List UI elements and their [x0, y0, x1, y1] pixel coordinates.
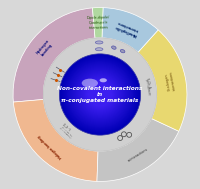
Circle shape — [73, 67, 127, 122]
Text: Dipole-dipole/
Quadrupole
interactions: Dipole-dipole/ Quadrupole interactions — [86, 16, 110, 30]
Circle shape — [75, 69, 125, 120]
Circle shape — [70, 64, 130, 125]
Circle shape — [72, 66, 128, 123]
Text: (X = I, Br, Cl)
(Y = Acceptor): (X = I, Br, Cl) (Y = Acceptor) — [59, 125, 73, 138]
Circle shape — [80, 75, 120, 114]
Text: Metallophilic
interactions: Metallophilic interactions — [114, 19, 140, 36]
Wedge shape — [13, 8, 95, 102]
Ellipse shape — [112, 46, 116, 49]
Ellipse shape — [82, 79, 98, 88]
Ellipse shape — [95, 41, 103, 44]
Text: Non-covalent interactions
in
π-conjugated materials: Non-covalent interactions in π-conjugate… — [57, 86, 143, 103]
Wedge shape — [97, 119, 179, 181]
Circle shape — [76, 71, 124, 118]
Wedge shape — [92, 8, 103, 38]
Text: Hydrogen
bonding: Hydrogen bonding — [36, 39, 54, 58]
Ellipse shape — [95, 48, 103, 51]
Wedge shape — [102, 8, 158, 52]
Circle shape — [65, 60, 135, 129]
Circle shape — [74, 68, 126, 121]
Circle shape — [67, 61, 133, 128]
Text: π-interactions: π-interactions — [127, 148, 149, 163]
Circle shape — [86, 80, 114, 109]
Circle shape — [78, 73, 122, 116]
Circle shape — [61, 56, 139, 133]
Circle shape — [71, 65, 129, 124]
Wedge shape — [13, 99, 98, 181]
Circle shape — [59, 54, 141, 135]
Circle shape — [60, 55, 140, 134]
Circle shape — [84, 78, 116, 111]
Wedge shape — [138, 30, 187, 131]
Circle shape — [77, 72, 123, 117]
Circle shape — [82, 77, 118, 112]
Circle shape — [62, 57, 138, 132]
Ellipse shape — [120, 50, 125, 53]
Text: D—X···Y: D—X···Y — [61, 123, 71, 133]
Circle shape — [79, 74, 121, 115]
Circle shape — [69, 63, 131, 126]
Text: R—Ch···A: R—Ch···A — [145, 77, 151, 89]
Circle shape — [75, 70, 125, 119]
Circle shape — [85, 79, 115, 110]
Circle shape — [63, 58, 137, 131]
Ellipse shape — [100, 78, 107, 82]
Text: Halogen bonding: Halogen bonding — [37, 134, 63, 159]
Circle shape — [68, 62, 132, 127]
Circle shape — [81, 76, 119, 113]
Circle shape — [64, 59, 136, 130]
Circle shape — [87, 81, 113, 108]
Circle shape — [88, 82, 112, 107]
Circle shape — [83, 77, 117, 112]
Text: Chalcogen
interactions: Chalcogen interactions — [164, 70, 177, 91]
Text: (Ch = S, Se, Te)
(A = Acceptor): (Ch = S, Se, Te) (A = Acceptor) — [144, 78, 151, 95]
Wedge shape — [43, 38, 157, 151]
Circle shape — [66, 60, 134, 129]
